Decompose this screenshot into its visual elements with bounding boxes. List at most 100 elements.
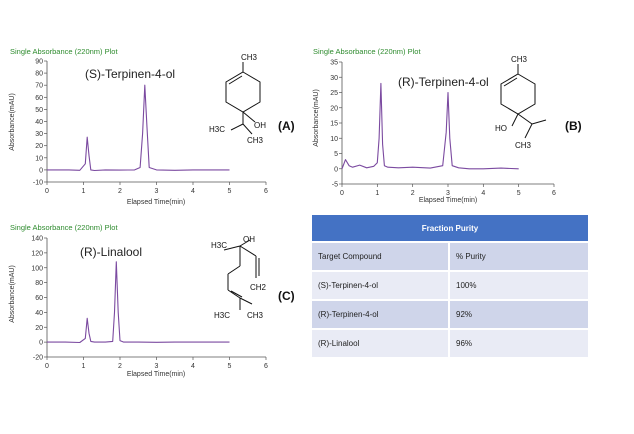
y-tick-label: 120 (31, 250, 43, 257)
y-tick-label: 20 (35, 325, 43, 332)
y-axis-label: Absorbance(mAU) (313, 89, 320, 147)
y-tick-label: 140 (31, 236, 43, 243)
x-tick-label: 6 (552, 190, 556, 197)
y-tick-label: 50 (35, 107, 43, 114)
y-tick-label: -20 (33, 355, 43, 362)
x-tick-label: 5 (517, 190, 521, 197)
structure-label: OH (243, 235, 255, 244)
y-tick-label: 25 (330, 90, 338, 97)
chart-title: Single Absorbance (220nm) Plot (10, 223, 118, 232)
x-tick-label: 6 (264, 188, 268, 195)
table-row: (S)-Terpinen-4-ol 100% (312, 270, 588, 300)
structure-label: H3C (214, 311, 230, 320)
table-title: Fraction Purity (312, 215, 588, 242)
y-tick-label: 15 (330, 121, 338, 128)
y-tick-label: 0 (334, 166, 338, 173)
y-tick-label: 70 (35, 83, 43, 90)
y-tick-label: 30 (330, 75, 338, 82)
x-axis-label: Elapsed Time(min) (419, 197, 477, 204)
molecule-structure (223, 239, 260, 310)
table-row: (R)-Linalool 96% (312, 328, 588, 357)
x-axis-label: Elapsed Time(min) (127, 371, 185, 378)
x-tick-label: 4 (191, 188, 195, 195)
x-tick-label: 4 (191, 363, 195, 370)
y-axis-label: Absorbance(mAU) (9, 93, 16, 151)
cell-compound: (S)-Terpinen-4-ol (312, 270, 450, 300)
structure-label: CH3 (247, 311, 264, 320)
y-tick-label: -5 (332, 182, 338, 189)
x-axis-label: Elapsed Time(min) (127, 199, 185, 206)
y-tick-label: 90 (35, 59, 43, 66)
compound-name: (S)-Terpinen-4-ol (85, 67, 175, 81)
table-row: (R)-Terpinen-4-ol 92% (312, 299, 588, 329)
structure-label: HO (495, 124, 507, 133)
x-tick-label: 4 (481, 190, 485, 197)
y-tick-label: -10 (33, 180, 43, 187)
y-tick-label: 80 (35, 280, 43, 287)
structure-label: CH2 (250, 283, 267, 292)
x-tick-label: 2 (411, 190, 415, 197)
x-tick-label: 1 (375, 190, 379, 197)
panel-letter: (B) (565, 119, 582, 133)
cell-compound: (R)-Linalool (312, 328, 450, 357)
x-tick-label: 6 (264, 363, 268, 370)
header-purity: % Purity (449, 241, 588, 271)
compound-name: (R)-Linalool (80, 245, 142, 259)
x-tick-label: 5 (228, 363, 232, 370)
y-tick-label: 30 (35, 131, 43, 138)
x-tick-label: 1 (82, 188, 86, 195)
cell-purity: 100% (449, 270, 588, 300)
chromatogram-trace (341, 82, 519, 170)
y-axis-label: Absorbance(mAU) (9, 265, 16, 323)
y-tick-label: 10 (35, 155, 43, 162)
molecule-structure (225, 62, 261, 135)
x-tick-label: 0 (45, 363, 49, 370)
x-tick-label: 2 (118, 188, 122, 195)
y-tick-label: 10 (330, 136, 338, 143)
y-tick-label: 60 (35, 95, 43, 102)
y-tick-label: 40 (35, 310, 43, 317)
x-tick-label: 3 (155, 363, 159, 370)
x-tick-label: 2 (118, 363, 122, 370)
structure-label: CH3 (247, 136, 264, 145)
compound-name: (R)-Terpinen-4-ol (398, 75, 489, 89)
x-tick-label: 3 (446, 190, 450, 197)
panel-letter: (A) (278, 119, 295, 133)
x-tick-label: 0 (340, 190, 344, 197)
y-tick-label: 5 (334, 151, 338, 158)
y-tick-label: 0 (39, 167, 43, 174)
y-tick-label: 100 (31, 265, 43, 272)
y-tick-label: 0 (39, 340, 43, 347)
y-tick-label: 40 (35, 119, 43, 126)
x-tick-label: 0 (45, 188, 49, 195)
x-tick-label: 1 (82, 363, 86, 370)
x-tick-label: 3 (155, 188, 159, 195)
cell-compound: (R)-Terpinen-4-ol (312, 299, 450, 329)
structure-label: CH3 (511, 55, 528, 64)
molecule-structure (500, 64, 547, 139)
y-tick-label: 35 (330, 60, 338, 67)
header-target-compound: Target Compound (312, 241, 450, 271)
structure-label: CH3 (241, 53, 258, 62)
y-tick-label: 20 (35, 143, 43, 150)
cell-purity: 92% (449, 299, 588, 329)
structure-label: OH (254, 121, 266, 130)
x-tick-label: 5 (228, 188, 232, 195)
chart-title: Single Absorbance (220nm) Plot (313, 47, 421, 56)
panel-letter: (C) (278, 289, 295, 303)
chromatogram-trace (47, 261, 230, 344)
y-tick-label: 80 (35, 71, 43, 78)
structure-label: CH3 (515, 141, 532, 150)
cell-purity: 96% (449, 328, 588, 357)
chart-title: Single Absorbance (220nm) Plot (10, 47, 118, 56)
y-tick-label: 60 (35, 295, 43, 302)
chromatogram-trace (47, 84, 230, 172)
structure-label: H3C (211, 241, 227, 250)
table-header-row: Target Compound % Purity (312, 241, 588, 271)
structure-label: H3C (209, 125, 225, 134)
fraction-purity-table: Fraction Purity Target Compound % Purity… (312, 215, 588, 357)
y-tick-label: 20 (330, 105, 338, 112)
